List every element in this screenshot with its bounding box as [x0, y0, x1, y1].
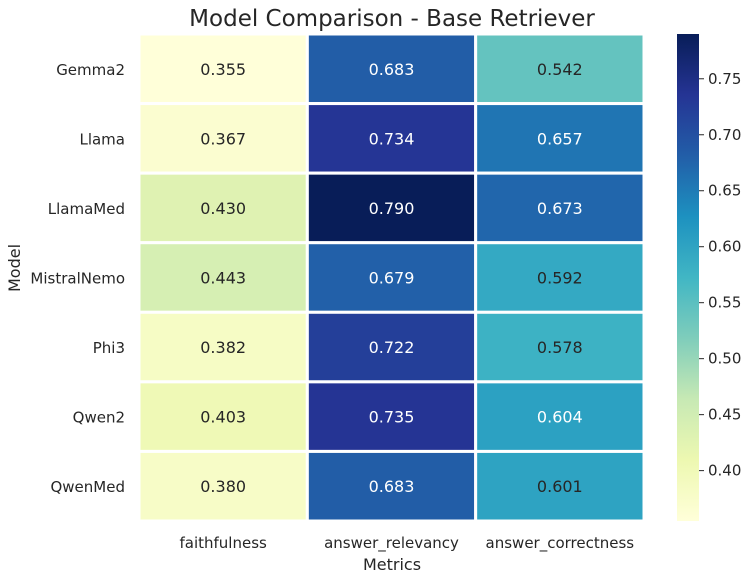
cell-value-label: 0.578 — [537, 338, 583, 357]
heatmap-cell — [474, 449, 646, 523]
cell-value-label: 0.683 — [369, 60, 415, 79]
column-labels: faithfulness answer_relevancy answer_corre… — [179, 534, 634, 553]
x-axis-label: Metrics — [363, 555, 421, 574]
row-tick-label: QwenMed — [50, 478, 125, 496]
y-axis-label: Model — [5, 244, 24, 292]
cell-value-label: 0.367 — [200, 129, 246, 148]
column-tick-label: answer_relevancy — [324, 534, 459, 553]
cell-value-label: 0.734 — [369, 129, 415, 148]
heatmap-cell — [474, 241, 646, 314]
cell-value-label: 0.657 — [537, 129, 583, 148]
colorbar: 0.40 0.45 0.50 0.55 0.60 0.65 0.70 0.75 — [677, 34, 741, 521]
colorbar-tick-label: 0.45 — [708, 406, 741, 424]
colorbar-gradient — [677, 34, 699, 521]
cell-value-label: 0.679 — [369, 269, 415, 288]
cell-value-label: 0.403 — [200, 408, 246, 427]
column-tick-label: faithfulness — [179, 534, 267, 552]
heatmap-cell — [305, 171, 478, 245]
cell-value-label: 0.673 — [537, 199, 583, 218]
cell-value-label: 0.380 — [200, 477, 246, 496]
row-tick-label: LlamaMed — [48, 200, 125, 218]
colorbar-tick-label: 0.40 — [708, 462, 741, 480]
heatmap-cell — [305, 449, 478, 523]
colorbar-tick-label: 0.60 — [708, 238, 741, 256]
heatmap-cell — [137, 241, 309, 314]
cell-value-label: 0.592 — [537, 269, 583, 288]
heatmap-cell — [474, 102, 646, 175]
heatmap-cell — [137, 380, 309, 453]
heatmap-cell — [305, 32, 478, 106]
cell-value-label: 0.601 — [537, 477, 583, 496]
cell-value-label: 0.443 — [200, 269, 246, 288]
cell-value-label: 0.430 — [200, 199, 246, 218]
heatmap-cells: 0.355 0.683 0.542 0.367 0.734 0.657 0.430 0.790… — [137, 32, 646, 523]
cell-value-label: 0.355 — [200, 60, 246, 79]
chart-title: Model Comparison - Base Retriever — [189, 6, 595, 32]
cell-value-label: 0.382 — [200, 338, 246, 357]
heatmap-cell — [305, 380, 478, 453]
row-tick-label: MistralNemo — [30, 270, 125, 288]
cell-value-label: 0.722 — [369, 338, 415, 357]
cell-value-label: 0.735 — [369, 408, 415, 427]
heatmap-cell — [137, 449, 309, 523]
colorbar-tick-label: 0.50 — [708, 350, 741, 368]
cell-value-label: 0.604 — [537, 408, 583, 427]
heatmap-cell — [305, 310, 478, 384]
row-tick-label: Phi3 — [93, 339, 125, 357]
row-tick-label: Gemma2 — [56, 61, 125, 79]
column-tick-label: answer_correctness — [486, 534, 635, 553]
heatmap-cell — [137, 32, 309, 106]
row-labels: Gemma2 Llama LlamaMed MistralNemo Phi3 Qwen2 Q… — [30, 61, 125, 496]
cell-value-label: 0.683 — [369, 477, 415, 496]
cell-value-label: 0.542 — [537, 60, 583, 79]
colorbar-tick-label: 0.55 — [708, 294, 741, 312]
cell-value-label: 0.790 — [369, 199, 415, 218]
colorbar-tick-label: 0.65 — [708, 182, 741, 200]
colorbar-tick-label: 0.75 — [708, 70, 741, 88]
colorbar-tick-label: 0.70 — [708, 126, 741, 144]
row-tick-label: Qwen2 — [73, 409, 125, 427]
heatmap-cell — [474, 380, 646, 453]
row-tick-label: Llama — [79, 130, 125, 148]
